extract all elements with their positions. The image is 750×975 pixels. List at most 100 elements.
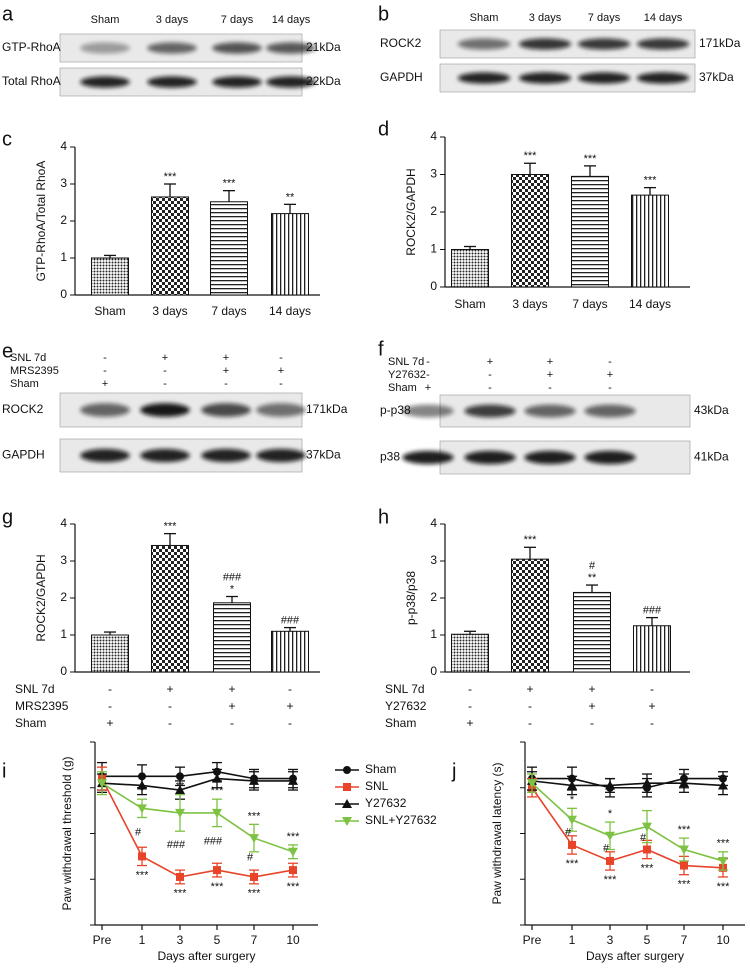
y-tick-label: 0 (430, 664, 437, 678)
x-tick-label: 14 days (629, 297, 671, 311)
blot-band (524, 450, 576, 465)
panel-letter: h (378, 506, 389, 528)
error-bar (284, 203, 296, 214)
bar (571, 175, 609, 288)
protein-size: 37kDa (699, 70, 734, 84)
y-tick-label: 1 (430, 242, 437, 256)
condition-mark: + (547, 369, 553, 381)
x-tick-label: 3 (177, 933, 184, 947)
condition-mark: + (228, 699, 235, 713)
bar (271, 630, 309, 673)
blot-band (266, 76, 316, 88)
legend-marker (343, 783, 351, 791)
marker (606, 856, 614, 865)
y-tick-label: 3 (430, 167, 437, 181)
condition-mark: - (163, 365, 167, 377)
panel-letter: j (451, 760, 456, 782)
condition-mark: - (279, 378, 283, 390)
blot-band (256, 403, 306, 417)
y-axis-label: ROCK2/GAPDH (404, 168, 418, 255)
protein-label: Total RhoA (2, 74, 61, 88)
condition-mark: - (108, 682, 112, 696)
significance: *** (174, 888, 188, 900)
marker (175, 808, 185, 818)
protein-label: GAPDH (2, 448, 45, 462)
x-tick-label: 5 (644, 933, 651, 947)
x-tick-label: 5 (214, 933, 221, 947)
marker (289, 866, 297, 875)
bar (451, 249, 489, 288)
series-line (101, 782, 294, 853)
y-tick-label: 4 (60, 516, 67, 530)
marker (642, 778, 652, 788)
x-tick-label: Pre (523, 933, 542, 947)
error-bar (586, 584, 598, 593)
blot-band (577, 38, 631, 50)
condition-mark: + (648, 699, 655, 713)
blot-band (464, 404, 516, 418)
bar (151, 544, 189, 673)
condition-mark: - (224, 378, 228, 390)
blot-band (147, 76, 197, 88)
marker (212, 773, 222, 783)
y-tick-label: 2 (430, 204, 437, 218)
marker (679, 778, 689, 788)
condition-mark: + (223, 352, 229, 364)
y-tick-label: 3 (60, 553, 67, 567)
significance: *** (717, 838, 731, 850)
marker (643, 845, 651, 854)
condition-name: Sham (15, 716, 46, 730)
x-axis-label: Days after surgery (586, 949, 684, 963)
significance: *** (248, 810, 262, 822)
panel-letter: e (2, 340, 13, 362)
x-tick-label: 3 days (152, 304, 187, 318)
blot-band (518, 38, 572, 50)
condition-mark: + (166, 682, 173, 696)
significance: *** (524, 534, 538, 546)
significance: *** (164, 171, 178, 183)
marker (212, 808, 222, 818)
condition-mark: - (468, 682, 472, 696)
condition-mark: - (650, 716, 654, 730)
marker (176, 872, 184, 881)
panel-letter: i (2, 760, 6, 782)
condition-mark: - (288, 716, 292, 730)
error-bar (104, 631, 116, 635)
condition-mark: - (288, 682, 292, 696)
significance: ### (204, 835, 223, 847)
y-tick-label: 4 (430, 129, 437, 143)
series-line (531, 782, 724, 862)
error-bar (524, 162, 536, 175)
condition-mark: + (466, 716, 473, 730)
error-bar (524, 546, 536, 560)
marker (642, 822, 652, 832)
y-axis-label: Paw withdrawal latency (s) (490, 762, 504, 904)
condition-mark: + (106, 716, 113, 730)
significance: *** (584, 153, 598, 165)
significance: # (603, 842, 610, 854)
x-tick-label: 7 days (211, 304, 246, 318)
marker (605, 831, 615, 841)
significance: * (608, 808, 613, 820)
significance: *** (248, 888, 262, 900)
x-tick-label: Sham (94, 304, 125, 318)
bar (271, 213, 309, 296)
x-axis-label: Days after surgery (157, 949, 255, 963)
lane-label: 3 days (529, 12, 562, 24)
condition-name: Y27632 (385, 699, 427, 713)
condition-mark: - (528, 716, 532, 730)
condition-mark: - (650, 682, 654, 696)
bar (210, 201, 248, 296)
error-bar (584, 165, 596, 177)
condition-name: Y27632 (388, 369, 426, 381)
x-tick-label: 7 (681, 933, 688, 947)
lane-label: 14 days (644, 12, 683, 24)
condition-name: Sham (10, 378, 39, 390)
bar (91, 634, 129, 673)
bar (511, 558, 549, 673)
legend-label: Y27632 (365, 796, 407, 810)
condition-mark: - (103, 365, 107, 377)
condition-name: MRS2395 (10, 365, 59, 377)
condition-mark: - (488, 382, 492, 394)
